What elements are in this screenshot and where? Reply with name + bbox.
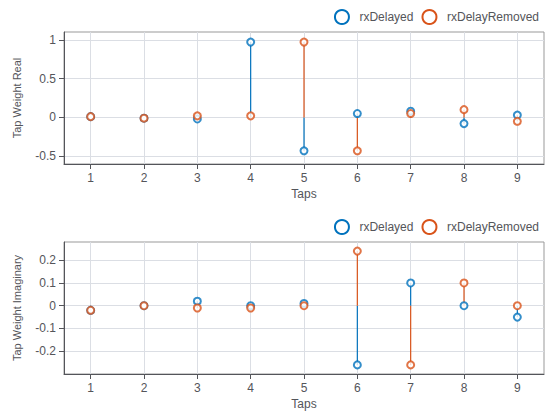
- svg-text:4: 4: [247, 171, 254, 185]
- svg-text:Tap Weight Real: Tap Weight Real: [11, 58, 23, 139]
- svg-text:0.5: 0.5: [39, 72, 56, 86]
- svg-text:6: 6: [354, 171, 361, 185]
- svg-text:rxDelayRemoved: rxDelayRemoved: [447, 220, 539, 234]
- svg-text:1: 1: [49, 33, 56, 47]
- svg-text:Tap Weight Imaginary: Tap Weight Imaginary: [11, 254, 23, 361]
- svg-text:3: 3: [194, 381, 201, 395]
- svg-text:9: 9: [514, 381, 521, 395]
- svg-text:9: 9: [514, 171, 521, 185]
- svg-text:4: 4: [247, 381, 254, 395]
- svg-text:-0.1: -0.1: [35, 321, 56, 335]
- svg-text:6: 6: [354, 381, 361, 395]
- svg-text:-0.2: -0.2: [35, 344, 56, 358]
- svg-text:5: 5: [301, 381, 308, 395]
- svg-text:-0.5: -0.5: [35, 149, 56, 163]
- svg-text:Taps: Taps: [291, 397, 316, 411]
- svg-text:rxDelayed: rxDelayed: [359, 10, 413, 24]
- svg-text:rxDelayRemoved: rxDelayRemoved: [447, 10, 539, 24]
- svg-text:3: 3: [194, 171, 201, 185]
- svg-text:2: 2: [141, 171, 148, 185]
- svg-text:7: 7: [407, 381, 414, 395]
- svg-text:0: 0: [49, 110, 56, 124]
- svg-text:0.2: 0.2: [39, 253, 56, 267]
- svg-text:8: 8: [461, 171, 468, 185]
- svg-text:1: 1: [87, 171, 94, 185]
- svg-text:5: 5: [301, 171, 308, 185]
- svg-text:rxDelayed: rxDelayed: [359, 220, 413, 234]
- svg-text:2: 2: [141, 381, 148, 395]
- svg-text:0.1: 0.1: [39, 276, 56, 290]
- svg-text:8: 8: [461, 381, 468, 395]
- svg-text:7: 7: [407, 171, 414, 185]
- svg-text:1: 1: [87, 381, 94, 395]
- svg-text:Taps: Taps: [291, 187, 316, 201]
- svg-text:0: 0: [49, 299, 56, 313]
